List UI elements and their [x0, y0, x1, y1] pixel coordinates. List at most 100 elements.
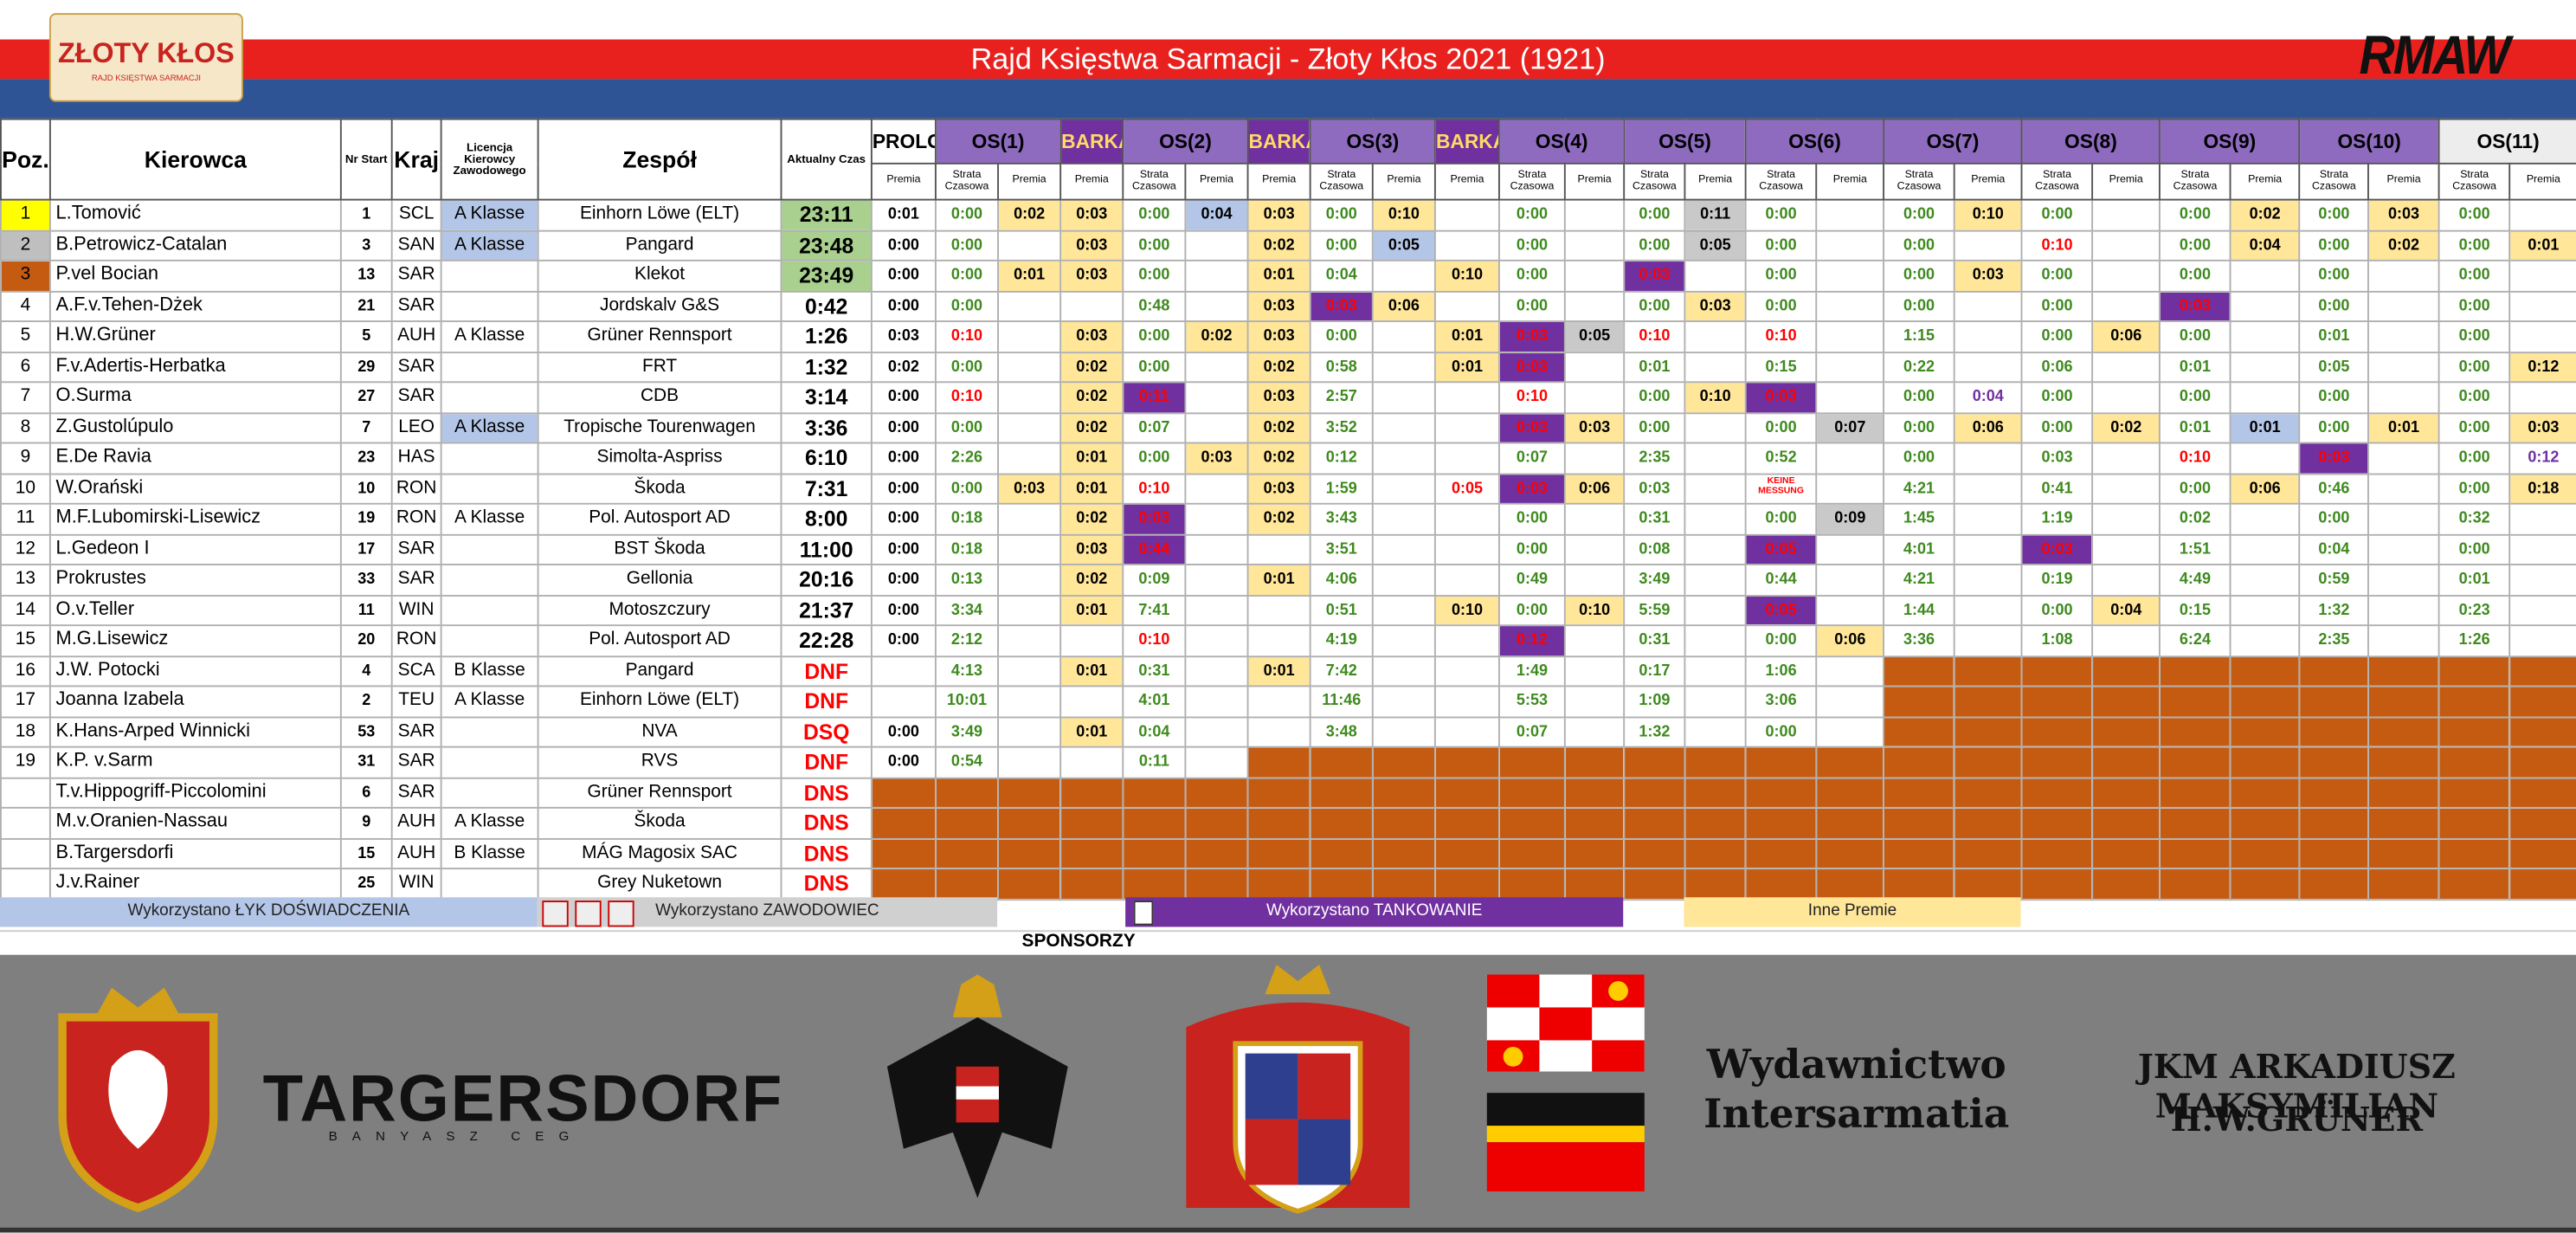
driver: J.v.Rainer: [48, 868, 342, 901]
bonus: [2367, 564, 2440, 597]
bonus: [1371, 533, 1436, 565]
bonus: [2229, 290, 2301, 322]
time-loss: [1883, 655, 1955, 688]
licence: B Klasse: [440, 837, 539, 870]
bonus: [1684, 411, 1747, 444]
time-loss: 0:00: [2298, 381, 2370, 414]
team: Grüner Rennsport: [537, 776, 782, 809]
time-loss: 0:02: [2159, 502, 2231, 535]
time-loss: 0:00: [1623, 381, 1686, 414]
total-time: 20:16: [780, 564, 873, 597]
licence: A Klasse: [440, 320, 539, 353]
time-loss: 0:00: [2159, 381, 2231, 414]
bonus: [2508, 746, 2576, 778]
bonus: [1371, 381, 1436, 414]
time-loss: [2159, 685, 2231, 718]
position: 17: [0, 685, 51, 718]
country: TEU: [390, 685, 442, 718]
time-loss: [1744, 806, 1818, 839]
country: SAN: [390, 229, 442, 261]
time-loss: 0:00: [2438, 381, 2511, 414]
stage-subheader: Premia: [1184, 162, 1249, 201]
time-loss: 0:00: [1744, 624, 1818, 657]
country: LEO: [390, 411, 442, 444]
country: AUH: [390, 320, 442, 353]
bonus: [2091, 564, 2161, 597]
result-row: 13 Prokrustes 33 SAR Gellonia 20:16 0:00 0:13 0:…: [0, 564, 2576, 597]
bonus: [1184, 746, 1249, 778]
team: Pangard: [537, 655, 782, 688]
driver: O.v.Teller: [48, 594, 342, 627]
time-loss: 2:35: [1623, 442, 1686, 474]
red-band: [0, 39, 2576, 80]
time-loss: 0:00: [2020, 259, 2094, 292]
bonus: [2229, 715, 2301, 748]
team: Grey Nuketown: [537, 868, 782, 901]
result-row: 9 E.De Ravia 23 HAS Simolta-Aspriss 6:10 0:00 2…: [0, 442, 2576, 474]
bonus: [1059, 746, 1124, 778]
bonus: 0:18: [2508, 472, 2576, 505]
total-time: DNS: [780, 868, 873, 901]
time-loss: [2159, 655, 2231, 688]
team: Pol. Autosport AD: [537, 502, 782, 535]
bonus: [1815, 351, 1885, 384]
bonus: 0:01: [1059, 594, 1124, 627]
licence: B Klasse: [440, 655, 539, 688]
bonus: [1434, 868, 1500, 901]
bonus: [1184, 655, 1249, 688]
bonus: 0:04: [1184, 198, 1249, 231]
result-row: 5 H.W.Grüner 5 AUH A Klasse Grüner Rennsport 1…: [0, 320, 2576, 353]
stage-subheader: Premia: [2367, 162, 2440, 201]
stage-subheader: Premia: [1246, 162, 1311, 201]
bonus: [870, 685, 937, 718]
bonus: [1184, 411, 1249, 444]
bonus: 0:06: [2091, 320, 2161, 353]
stage-subheader: Premia: [870, 162, 937, 201]
bonus: [1434, 624, 1500, 657]
sponsors-label: SPONSORZY: [1021, 932, 1136, 952]
bonus: [1184, 259, 1249, 292]
bonus: [2229, 442, 2301, 474]
time-loss: 0:03: [2159, 290, 2231, 322]
bonus: [2091, 868, 2161, 901]
bonus: [997, 594, 1062, 627]
bonus: [997, 442, 1062, 474]
time-loss: 0:06: [2020, 351, 2094, 384]
time-loss: 1:09: [1623, 685, 1686, 718]
bonus: [1815, 381, 1885, 414]
bonus: 0:00: [870, 229, 937, 261]
driver: F.v.Adertis-Herbatka: [48, 351, 342, 384]
time-loss: 0:59: [2298, 564, 2370, 597]
team: Jordskalv G&S: [537, 290, 782, 322]
bonus: [2091, 685, 2161, 718]
total-time: 23:49: [780, 259, 873, 292]
bonus: 0:00: [870, 290, 937, 322]
bonus: [1371, 746, 1436, 778]
total-time: DNF: [780, 685, 873, 718]
result-row: 8 Z.Gustolúpulo 7 LEO A Klasse Tropische Tour…: [0, 411, 2576, 444]
team: Pol. Autosport AD: [537, 624, 782, 657]
team: MÁG Magosix SAC: [537, 837, 782, 870]
time-loss: 1:51: [2159, 533, 2231, 565]
bonus: [1684, 685, 1747, 718]
bonus: [1953, 776, 2023, 809]
bonus: [2367, 715, 2440, 748]
bonus: [1246, 715, 1311, 748]
bonus: [2229, 837, 2301, 870]
result-row: T.v.Hippogriff-Piccolomini 6 SAR Grüner Ren…: [0, 776, 2576, 809]
result-row: 18 K.Hans-Arped Winnicki 53 SAR NVA DSQ 0:00 3:…: [0, 715, 2576, 748]
time-loss: [934, 837, 999, 870]
bonus: 0:01: [1059, 715, 1124, 748]
time-loss: 1:06: [1744, 655, 1818, 688]
time-loss: 0:00: [2020, 594, 2094, 627]
bonus: 0:00: [870, 259, 937, 292]
licence: [440, 472, 539, 505]
time-loss: 0:31: [1623, 624, 1686, 657]
time-loss: 0:19: [2020, 564, 2094, 597]
team: BST Škoda: [537, 533, 782, 565]
stage-header: BARKA: [1059, 118, 1124, 165]
bonus: [2229, 868, 2301, 901]
time-loss: 7:42: [1309, 655, 1374, 688]
bonus: [2508, 685, 2576, 718]
time-loss: 1:19: [2020, 502, 2094, 535]
